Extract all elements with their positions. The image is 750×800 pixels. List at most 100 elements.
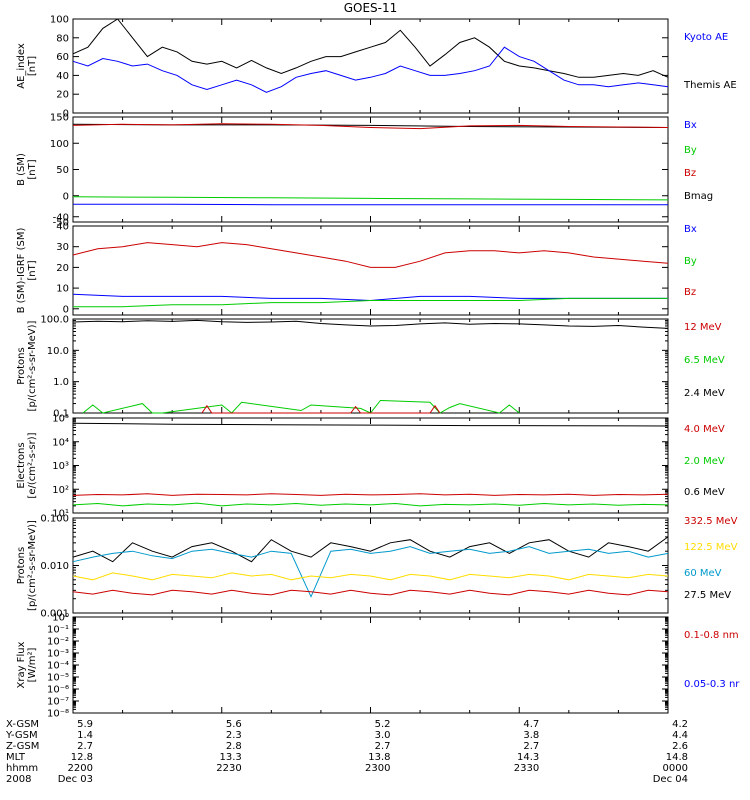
legend-entry: By [684, 256, 697, 267]
legend-entry: Bz [684, 287, 696, 298]
legend-entry: Bmag [684, 191, 713, 202]
y-tick-label: 0 [63, 109, 69, 120]
panel-xray [72, 616, 669, 714]
y-tick-label: 10⁻⁴ [47, 661, 69, 672]
y-axis-label: [nT] [27, 260, 38, 280]
y-tick-label: 0.1 [53, 409, 69, 420]
y-axis-label: Protons [16, 347, 27, 384]
panel-protons2 [72, 517, 669, 614]
footer-row-label: X-GSM [6, 719, 39, 730]
series-bigrf-2 [73, 297, 668, 308]
panel-frame [72, 417, 669, 514]
panel-frame [72, 517, 669, 614]
y-tick-label: 100.0 [40, 315, 69, 326]
footer-value: 13.3 [219, 752, 241, 763]
legend-entry: Kyoto AE [684, 32, 728, 43]
y-tick-label: 40 [56, 71, 69, 82]
y-tick-label: 10⁻⁸ [47, 709, 69, 720]
footer-value: 12.8 [71, 752, 93, 763]
y-tick-label: 0.001 [40, 609, 69, 620]
legend-entry: 2.4 MeV [684, 388, 725, 399]
y-axis-label: Protons [16, 547, 27, 584]
y-tick-label: 10⁻⁵ [47, 673, 69, 684]
y-tick-label: 10.0 [47, 346, 69, 357]
series-ae-0 [72, 18, 669, 78]
y-tick-label: 150 [50, 113, 69, 124]
y-tick-label: 10 [56, 284, 69, 295]
legend-entry: 0.6 MeV [684, 487, 725, 498]
footer-value: 2230 [216, 763, 241, 774]
y-axis-label: B (SM)-IGRF (SM) [16, 228, 27, 314]
y-tick-label: 50 [56, 165, 69, 176]
y-tick-label: 100 [50, 15, 69, 26]
y-tick-label: 10⁴ [52, 437, 69, 448]
y-tick-label: 10⁰ [52, 613, 69, 624]
footer-value: 2300 [365, 763, 390, 774]
y-tick-label: 1.0 [53, 377, 69, 388]
series-electrons-2 [72, 502, 669, 507]
y-tick-label: 10⁻² [47, 637, 69, 648]
y-tick-label: 0.010 [40, 561, 69, 572]
series-protons1-0 [72, 319, 669, 329]
panel-ae [72, 18, 669, 114]
legend-entry: 122.5 MeV [684, 542, 738, 553]
y-tick-label: 10¹ [52, 509, 69, 520]
y-tick-label: 80 [56, 33, 69, 44]
y-tick-label: 40 [56, 222, 69, 233]
footer-value: 5.6 [226, 719, 242, 730]
y-tick-label: 10³ [52, 461, 69, 472]
y-tick-label: -40 [53, 212, 69, 223]
panel-frame [72, 116, 669, 223]
legend-entry: 27.5 MeV [684, 590, 731, 601]
footer-value: 14.3 [517, 752, 539, 763]
footer-value: 4.7 [523, 719, 539, 730]
footer-value: 3.8 [523, 730, 539, 741]
y-axis-label: [nT] [27, 159, 38, 179]
y-tick-label: 0 [63, 304, 69, 315]
panel-bfield [72, 116, 669, 223]
legend-entry: 6.5 MeV [684, 355, 725, 366]
y-axis-label: [e/(cm²-s-sr)] [27, 432, 38, 498]
panel-protons1 [72, 318, 669, 414]
y-tick-label: 30 [56, 242, 69, 253]
series-protons2-2 [72, 572, 669, 581]
panel-frame [72, 225, 669, 316]
series-protons1-2 [201, 404, 441, 414]
legend-entry: Themis AE [683, 80, 737, 91]
y-axis-label: Electrons [16, 442, 27, 488]
legend-entry: Bz [684, 168, 696, 179]
legend-entry: Bx [684, 224, 697, 235]
legend-entry: 4.0 MeV [684, 424, 725, 435]
series-bigrf-1 [72, 293, 668, 302]
y-tick-label: 20 [56, 90, 69, 101]
legend-entry: 12 MeV [684, 322, 722, 333]
footer-value: 13.8 [368, 752, 390, 763]
y-axis-label: [nT] [27, 56, 38, 76]
footer-value: 2.8 [226, 741, 242, 752]
series-protons2-0 [72, 536, 669, 563]
panel-frame [72, 616, 669, 714]
y-tick-label: 10⁻⁷ [47, 697, 69, 708]
y-tick-label: 10⁵ [52, 414, 69, 425]
y-tick-label: 10² [52, 485, 69, 496]
y-tick-label: 100 [50, 139, 69, 150]
legend-entry: 332.5 MeV [684, 516, 738, 527]
y-axis-label: B (SM) [16, 153, 27, 186]
chart-title: GOES-11 [344, 1, 398, 15]
footer-value: 5.9 [77, 719, 93, 730]
y-tick-label: 10⁻⁶ [47, 685, 69, 696]
footer-value: 2.3 [226, 730, 242, 741]
footer-row-label: 2008 [6, 774, 31, 785]
footer-value: 2200 [68, 763, 93, 774]
footer-value: 14.8 [666, 752, 688, 763]
y-tick-label: 10⁻³ [47, 649, 69, 660]
y-axis-label: Xray Flux [16, 641, 27, 688]
footer-value: 2330 [514, 763, 539, 774]
series-protons2-1 [72, 546, 669, 598]
y-tick-label: 60 [56, 52, 69, 63]
footer-value: 2.7 [375, 741, 391, 752]
y-axis-label: [p/(cm²-s-sr-MeV)] [27, 320, 38, 411]
y-axis-label: AE_index [16, 43, 27, 89]
series-electrons-1 [72, 493, 669, 496]
footer-value: 4.2 [672, 719, 688, 730]
